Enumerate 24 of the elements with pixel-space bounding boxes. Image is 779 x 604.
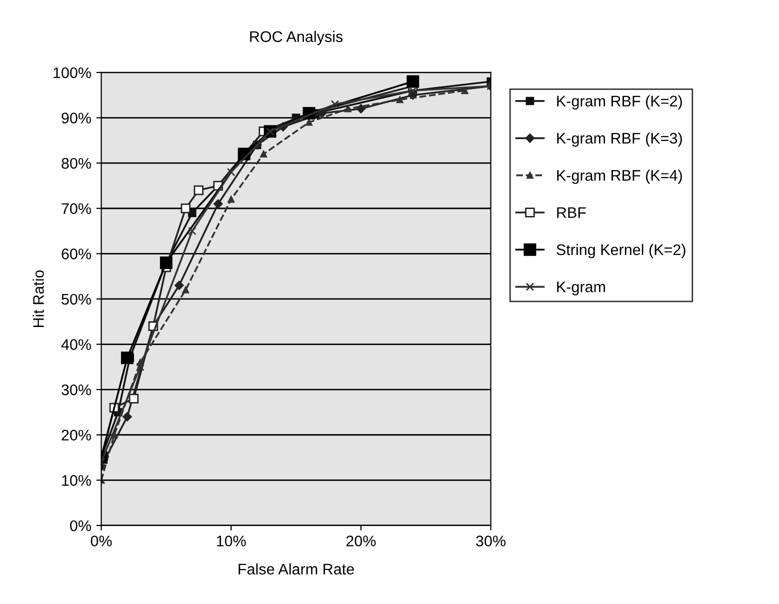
y-tick-label: 60% — [62, 248, 92, 260]
chart-title: ROC Analysis — [250, 30, 343, 46]
legend-label: String Kernel (K=2) — [556, 244, 686, 258]
legend-label: RBF — [557, 207, 586, 218]
y-tick-label: 90% — [62, 112, 92, 124]
y-axis-title: Hit Ratio — [32, 270, 44, 328]
x-tick-label: 10% — [216, 536, 246, 546]
y-tick-label: 10% — [62, 475, 92, 486]
y-tick-label: 30% — [62, 384, 92, 396]
y-tick-label: 20% — [62, 430, 92, 441]
legend-label: K-gram RBF (K=2) — [557, 95, 682, 110]
legend-label: K-gram RBF (K=3) — [557, 132, 682, 147]
legend-label: K-gram RBF (K=4) — [557, 170, 682, 184]
y-tick-label: 80% — [62, 158, 92, 169]
y-tick-label: 70% — [62, 203, 92, 214]
x-tick-label: 20% — [346, 536, 376, 546]
x-axis-title: False Alarm Rate — [238, 563, 354, 575]
y-tick-label: 40% — [61, 339, 92, 350]
y-tick-label: 50% — [62, 294, 92, 305]
x-tick-label: 30% — [476, 536, 506, 546]
x-tick-label: 0% — [90, 536, 112, 546]
y-tick-label: 0% — [70, 520, 92, 532]
y-tick-label: 100% — [54, 67, 92, 78]
legend-label: K-gram — [557, 282, 606, 296]
